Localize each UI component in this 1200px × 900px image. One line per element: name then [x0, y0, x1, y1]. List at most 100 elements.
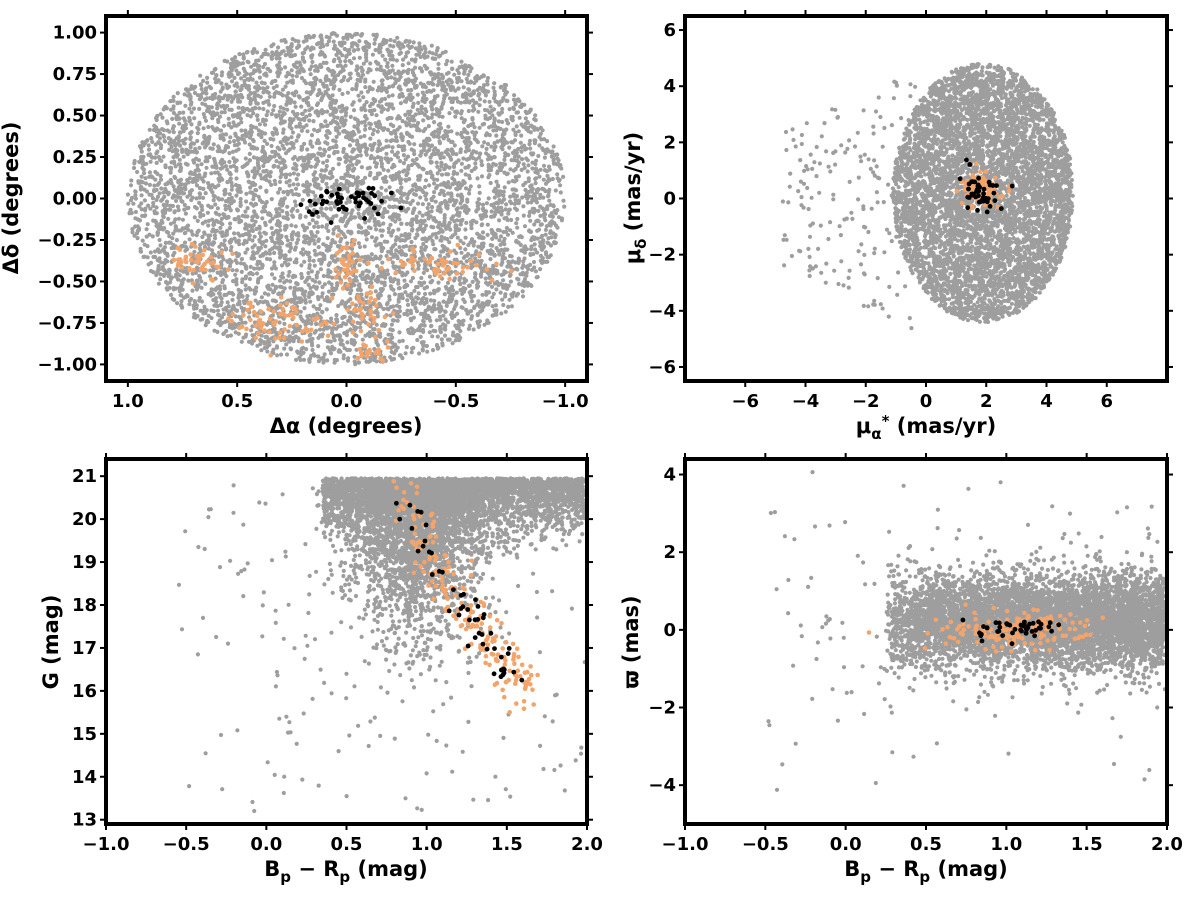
field-star	[243, 156, 248, 161]
field-star	[258, 337, 263, 343]
field-star	[400, 63, 405, 68]
field-star	[302, 59, 307, 64]
field-star	[292, 161, 297, 166]
field-star	[543, 181, 549, 186]
field-star	[488, 104, 493, 109]
field-star	[169, 144, 174, 150]
field-star	[283, 53, 288, 58]
field-star	[335, 149, 340, 155]
field-star	[545, 194, 551, 199]
field-star	[318, 333, 323, 338]
field-star	[216, 176, 221, 181]
field-star	[237, 52, 242, 57]
field-star	[407, 141, 412, 146]
field-star	[169, 275, 175, 280]
field-star	[421, 148, 426, 153]
field-star	[291, 171, 296, 176]
field-star	[252, 209, 257, 215]
field-star	[162, 226, 167, 231]
field-star	[282, 321, 287, 326]
field-star	[222, 292, 227, 298]
field-star	[500, 147, 505, 152]
field-star	[562, 204, 567, 209]
field-star	[477, 97, 483, 102]
field-star	[393, 242, 398, 247]
field-star	[227, 159, 232, 164]
field-star	[471, 243, 476, 248]
field-star	[267, 179, 272, 184]
field-star	[248, 264, 253, 269]
field-star	[168, 170, 173, 175]
field-star	[454, 186, 459, 191]
field-star	[307, 112, 312, 118]
field-star	[263, 220, 268, 225]
field-star	[301, 69, 306, 74]
field-star	[269, 143, 274, 149]
field-star	[237, 242, 242, 247]
field-star	[279, 49, 285, 54]
field-star	[465, 253, 470, 258]
field-star	[246, 179, 251, 184]
field-star	[249, 129, 254, 135]
field-star	[275, 353, 280, 358]
field-star	[311, 172, 316, 177]
field-star	[252, 68, 257, 73]
field-star	[449, 129, 454, 134]
field-star	[414, 214, 419, 219]
field-star	[352, 359, 357, 364]
field-star	[355, 138, 360, 143]
field-star	[451, 203, 456, 208]
field-star	[495, 227, 500, 233]
field-star	[400, 338, 405, 343]
field-star	[174, 238, 179, 243]
field-star	[252, 97, 258, 102]
field-star	[371, 272, 376, 277]
field-star	[525, 169, 530, 174]
field-star	[242, 261, 247, 267]
field-star	[301, 252, 306, 257]
field-star	[502, 269, 507, 274]
field-star	[186, 278, 191, 283]
field-star	[250, 245, 255, 250]
field-star	[431, 225, 436, 230]
field-star	[300, 247, 306, 252]
field-star	[396, 69, 401, 74]
field-star	[456, 180, 461, 185]
field-star	[373, 289, 378, 294]
field-star	[335, 244, 341, 249]
field-star	[272, 276, 277, 281]
field-star	[362, 244, 367, 249]
field-star	[141, 254, 146, 259]
field-star	[529, 283, 534, 288]
field-star	[324, 74, 329, 79]
field-star	[328, 145, 333, 151]
field-star	[435, 334, 440, 339]
field-star	[405, 154, 411, 159]
field-star	[434, 112, 439, 117]
field-star	[301, 39, 306, 44]
field-star	[354, 84, 359, 89]
field-star	[328, 351, 334, 356]
field-star	[241, 299, 246, 304]
field-star	[473, 161, 478, 166]
field-star	[146, 147, 152, 152]
field-star	[395, 116, 400, 121]
field-star	[305, 129, 310, 134]
field-star	[468, 292, 473, 297]
field-star	[492, 195, 497, 200]
field-star	[429, 115, 434, 120]
field-star	[416, 164, 422, 169]
field-star	[284, 223, 289, 228]
field-star	[326, 154, 332, 159]
field-star	[293, 38, 298, 43]
field-star	[555, 225, 560, 230]
field-star	[286, 49, 291, 54]
field-star	[424, 97, 429, 102]
field-star	[210, 248, 215, 253]
field-star	[243, 283, 248, 288]
field-star	[247, 233, 252, 238]
field-star	[220, 230, 225, 235]
field-star	[147, 127, 152, 132]
field-star	[506, 304, 511, 309]
field-star	[333, 125, 338, 131]
